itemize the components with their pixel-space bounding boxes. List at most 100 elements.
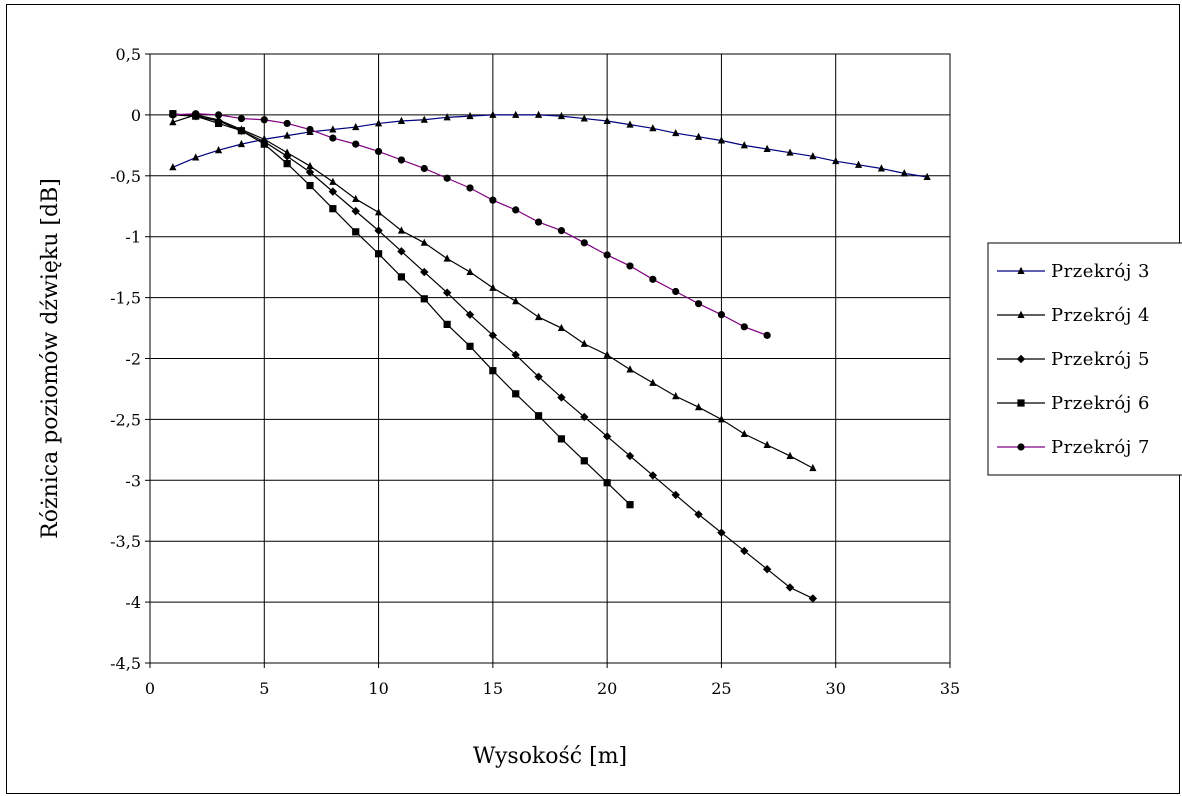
data-point (557, 111, 566, 120)
data-point (466, 342, 474, 350)
data-point (329, 125, 337, 133)
y-tick-label: -4 (125, 593, 141, 612)
data-point (397, 273, 406, 281)
data-point (283, 148, 291, 156)
data-point (923, 172, 931, 181)
x-tick-label: 25 (711, 679, 731, 698)
data-point (672, 128, 680, 137)
x-tick-label: 15 (483, 679, 503, 698)
data-point (329, 205, 337, 213)
data-point (443, 254, 451, 262)
data-point (512, 297, 520, 305)
x-axis-label: Wysokość [m] (473, 744, 627, 769)
data-point (785, 583, 795, 592)
data-point (603, 251, 611, 259)
data-point (649, 378, 657, 386)
data-point (466, 184, 474, 192)
data-point (283, 131, 291, 139)
legend-item: Przekrój 7 (997, 437, 1150, 458)
series-1 (169, 110, 931, 181)
data-point (580, 239, 588, 247)
data-point (557, 435, 566, 443)
data-point (603, 350, 611, 358)
legend-item: Przekrój 4 (997, 305, 1149, 326)
x-tick-label: 30 (826, 679, 846, 698)
data-point (832, 156, 840, 165)
x-tick-label: 0 (145, 679, 155, 698)
data-point (237, 114, 246, 123)
data-point (557, 393, 566, 402)
data-point (763, 144, 771, 153)
y-tick-label: -2 (125, 350, 141, 369)
legend-label: Przekrój 5 (1051, 349, 1150, 370)
y-tick-label: 0,5 (116, 45, 141, 64)
data-point (854, 160, 863, 168)
data-point (374, 208, 383, 216)
legend-marker (1017, 310, 1025, 318)
data-point (192, 110, 200, 118)
x-axis-ticks: 0 5 10 15 20 25 30 35 (145, 663, 960, 698)
data-point (580, 412, 589, 422)
data-point (214, 111, 223, 119)
data-point (603, 479, 611, 487)
legend-marker (1016, 354, 1026, 364)
data-point (511, 350, 520, 360)
data-point (512, 390, 520, 398)
data-point (465, 310, 475, 319)
data-point (306, 125, 314, 134)
y-tick-label: -1,5 (110, 289, 141, 308)
data-point (420, 238, 428, 246)
y-tick-label: -3 (125, 471, 141, 490)
data-point (512, 206, 520, 214)
legend-label: Przekrój 6 (1051, 393, 1150, 414)
data-point (466, 267, 474, 276)
legend-marker (1017, 266, 1025, 274)
data-point (237, 127, 246, 135)
data-point (671, 490, 680, 500)
y-axis-ticks: 0,5 0 -0,5 -1 -1,5 -2 -2,5 -3 -3,5 -4 -4,5 (110, 45, 150, 673)
series-line (172, 114, 928, 178)
data-point (717, 136, 726, 144)
series-group (168, 110, 931, 603)
data-point (443, 113, 451, 121)
data-point (694, 300, 703, 308)
data-point (626, 365, 634, 373)
data-point (306, 181, 314, 190)
grid-lines (150, 53, 951, 664)
y-axis-label: Różnica poziomów dźwięku [dB] (38, 178, 63, 539)
data-point (557, 227, 566, 235)
data-point (442, 288, 452, 297)
data-point (420, 295, 428, 303)
data-point (282, 152, 292, 161)
legend-marker (1017, 443, 1025, 451)
data-point (762, 565, 772, 574)
y-tick-label: -4,5 (110, 654, 141, 673)
y-tick-label: -0,5 (110, 167, 141, 186)
data-point (694, 132, 703, 140)
data-point (420, 115, 428, 123)
legend-item: Przekrój 5 (997, 349, 1150, 370)
data-point (352, 228, 360, 236)
x-tick-label: 10 (368, 679, 388, 698)
data-point (305, 167, 315, 177)
data-point (169, 118, 177, 126)
data-point (512, 110, 520, 118)
data-point (397, 247, 406, 256)
data-point (351, 206, 360, 216)
data-point (557, 323, 566, 332)
data-point (352, 194, 360, 202)
data-point (717, 528, 726, 537)
data-point (397, 156, 406, 164)
data-point (694, 510, 703, 519)
data-point (808, 594, 818, 603)
data-point (237, 139, 246, 148)
data-point (534, 412, 543, 420)
data-point (763, 440, 771, 448)
data-point (169, 111, 177, 119)
data-point (192, 153, 200, 161)
legend-label: Przekrój 7 (1051, 437, 1150, 458)
data-point (786, 148, 794, 156)
legend-marker (1017, 399, 1025, 407)
data-point (420, 164, 428, 173)
